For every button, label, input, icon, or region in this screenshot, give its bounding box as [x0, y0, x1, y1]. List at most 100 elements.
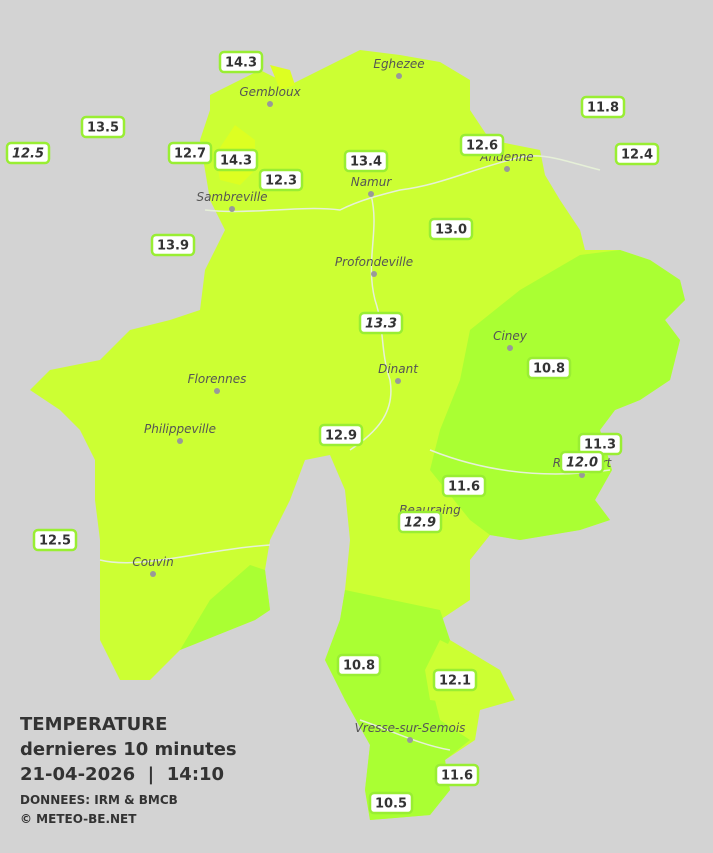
station-box: [258, 168, 304, 192]
city-name: Eghezee: [373, 57, 424, 71]
city-dot: [507, 345, 513, 351]
station: 12.4: [614, 142, 660, 166]
station-box: [368, 791, 414, 815]
station: 12.3: [258, 168, 304, 192]
station-box: [614, 142, 660, 166]
city-dot: [229, 206, 235, 212]
station: 11.6: [434, 763, 480, 787]
river: [349, 194, 392, 451]
city-dot: [368, 191, 374, 197]
city-dot: [407, 737, 413, 743]
station-value: 12.0: [566, 456, 598, 471]
zone-cool: [325, 590, 470, 820]
station-value: 11.6: [441, 769, 473, 784]
station-value: 13.9: [157, 239, 189, 254]
station-box: [5, 141, 51, 165]
station: 10.8: [336, 653, 382, 677]
city-name: Dinant: [378, 362, 419, 376]
station-box: [32, 528, 78, 552]
station-box: [213, 148, 259, 172]
station: 14.3: [218, 50, 264, 74]
station: 11.8: [580, 95, 626, 119]
station-value: 14.3: [225, 56, 257, 71]
station-value: 12.1: [439, 674, 471, 689]
station: 12.7: [167, 141, 213, 165]
station-value: 13.4: [350, 155, 382, 170]
station-box: [150, 233, 196, 257]
station-value: 11.3: [584, 438, 616, 453]
zone-cool: [430, 250, 685, 540]
station-value: 10.5: [375, 797, 407, 812]
legend-credit: © METEO-BE.NET: [20, 812, 137, 826]
station-box: [434, 763, 480, 787]
station-box: [526, 356, 572, 380]
station: 13.4: [343, 149, 389, 173]
station-box: [336, 653, 382, 677]
city-dot: [150, 571, 156, 577]
station-value: 11.6: [448, 480, 480, 495]
station-value: 12.4: [621, 148, 653, 163]
station-value: 10.8: [533, 362, 565, 377]
river: [204, 155, 601, 213]
city-dot: [177, 438, 183, 444]
city-dot: [396, 73, 402, 79]
legend: TEMPERATURE dernieres 10 minutes 21-04-2…: [20, 714, 237, 826]
station-value: 13.0: [435, 223, 467, 238]
station-value: 13.5: [87, 121, 119, 136]
station: 13.9: [150, 233, 196, 257]
station: 11.6: [441, 474, 487, 498]
legend-subtitle: dernieres 10 minutes: [20, 739, 237, 760]
city-name: Gembloux: [239, 85, 301, 99]
city-name: Florennes: [188, 372, 247, 386]
rivers: [99, 155, 611, 751]
city-name: Philippeville: [144, 422, 216, 436]
station-box: [441, 474, 487, 498]
city-name: Ciney: [493, 329, 528, 343]
station: 10.8: [526, 356, 572, 380]
city-dot: [579, 472, 585, 478]
station: 12.9: [318, 423, 364, 447]
river: [99, 544, 271, 564]
station-box: [559, 450, 605, 474]
city-name: Profondeville: [335, 255, 413, 269]
city-name: Couvin: [132, 555, 173, 569]
station-value: 12.5: [39, 534, 71, 549]
city-dot: [395, 378, 401, 384]
station-value: 10.8: [343, 659, 375, 674]
station-box: [580, 95, 626, 119]
city-name: Sambreville: [196, 190, 267, 204]
station-value: 12.3: [265, 174, 297, 189]
station-value: 12.6: [466, 139, 498, 154]
city-dot: [504, 166, 510, 172]
station-value: 13.3: [365, 317, 397, 332]
station-value: 14.3: [220, 154, 252, 169]
legend-title: TEMPERATURE: [20, 714, 167, 735]
station-box: [343, 149, 389, 173]
station: 12.0: [559, 450, 605, 474]
station-value: 11.8: [587, 101, 619, 116]
station: 12.9: [397, 510, 443, 534]
station-value: 12.9: [325, 429, 357, 444]
station: 13.3: [358, 311, 404, 335]
stations: 14.3 13.5 12.5 12.7 14.3 12.3 13.4 12.6 11.8 12.4…: [5, 50, 660, 815]
station: 12.5: [32, 528, 78, 552]
station-box: [167, 141, 213, 165]
river: [359, 719, 451, 751]
station: 12.1: [432, 668, 478, 692]
station: 14.3: [213, 148, 259, 172]
zone-cool: [180, 565, 270, 650]
station-value: 12.7: [174, 147, 206, 162]
station-box: [397, 510, 443, 534]
station: 10.5: [368, 791, 414, 815]
station-box: [432, 668, 478, 692]
city-dot: [371, 271, 377, 277]
station-box: [80, 115, 126, 139]
legend-timestamp: 21-04-2026 | 14:10: [20, 764, 224, 785]
zone-warm: [270, 65, 295, 90]
station-box: [318, 423, 364, 447]
city-dot: [214, 388, 220, 394]
station-box: [358, 311, 404, 335]
city-dot: [267, 101, 273, 107]
legend-source: DONNEES: IRM & BMCB: [20, 793, 178, 807]
